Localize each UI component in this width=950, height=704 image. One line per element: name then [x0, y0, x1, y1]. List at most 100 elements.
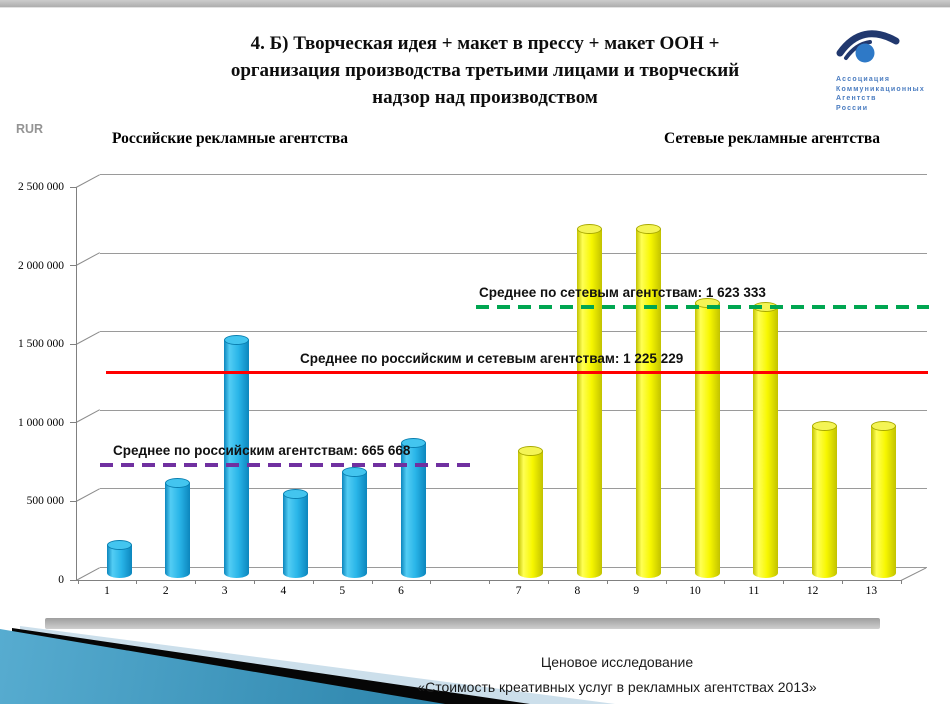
bar-cylinder-12	[812, 426, 838, 578]
bar-cylinder-13	[870, 426, 896, 578]
y-tick-diagonal	[75, 330, 101, 345]
x-tick-mark	[724, 579, 726, 584]
bar-cylinder-11	[753, 307, 779, 578]
acar-logo: Ассоциация Коммуникационных Агентств Рос…	[836, 20, 946, 113]
y-tick-mark	[70, 422, 76, 424]
acar-logo-line-4: России	[836, 104, 869, 112]
slide-title-line-3: надзор над производством	[372, 87, 598, 108]
y-tick-diagonal	[75, 487, 101, 502]
y-tick-mark	[70, 343, 76, 345]
avg-line-1	[106, 371, 928, 374]
x-axis-line	[76, 579, 901, 581]
y-tick-label: 2 500 000	[18, 181, 64, 193]
x-tick-mark	[77, 579, 79, 584]
x-tick-label-1: 1	[104, 585, 110, 597]
avg-line-label-1: Среднее по российским и сетевым агентств…	[300, 351, 684, 366]
bar-cylinder-top-8	[576, 223, 602, 234]
x-tick-label-5: 5	[339, 585, 346, 597]
bar-cylinder-top-13	[870, 421, 896, 432]
gridline-2500000	[100, 174, 927, 175]
slide-title-line-2: организация производства третьими лицами…	[230, 60, 740, 81]
slide-title: 4. Б) Творческая идея + макет в прессу +…	[115, 30, 855, 111]
bar-cylinder-2	[165, 483, 191, 578]
bar-cylinder-top-2	[165, 478, 191, 489]
footer: Ценовое исследование «Стоимость креативн…	[267, 650, 950, 700]
bar-cylinder-3	[224, 340, 250, 578]
bar-cylinder-8	[576, 228, 602, 578]
y-tick-diagonal	[75, 173, 101, 188]
y-tick-mark	[70, 265, 76, 267]
acar-logo-text: Ассоциация Коммуникационных Агентств Рос…	[836, 75, 946, 113]
top-divider-bar	[0, 0, 950, 8]
x-tick-mark	[430, 579, 432, 584]
x-tick-label-11: 11	[748, 585, 760, 597]
x-tick-mark	[254, 579, 255, 584]
bar-cylinder-top-7	[518, 446, 544, 457]
y-tick-label: 0	[58, 574, 64, 586]
y-tick-label: 500 000	[26, 495, 64, 508]
group-title-network: Сетевые рекламные агентства	[663, 130, 881, 147]
x-tick-mark	[195, 579, 197, 584]
avg-line-label-0: Среднее по российским агентствам: 665 66…	[113, 443, 411, 458]
floor-right-diagonal	[900, 567, 927, 581]
bar-cylinder-1	[106, 544, 132, 578]
x-tick-mark	[371, 579, 373, 584]
x-tick-mark	[312, 579, 314, 584]
avg-line-2	[476, 305, 929, 309]
x-tick-label-6: 6	[398, 585, 404, 597]
bar-cylinder-top-9	[635, 223, 661, 234]
decorative-corner	[0, 620, 950, 704]
x-tick-mark	[842, 579, 843, 584]
x-tick-label-7: 7	[515, 585, 522, 597]
x-tick-mark	[489, 579, 491, 584]
x-tick-mark	[548, 579, 549, 584]
x-tick-label-2: 2	[162, 585, 169, 597]
chart-shadow	[45, 618, 880, 629]
y-axis-unit-label: RUR	[16, 122, 44, 136]
slide-title-line-1: 4. Б) Творческая идея + макет в прессу +…	[250, 33, 720, 54]
bar-cylinder-7	[518, 451, 544, 578]
y-tick-label: 2 000 000	[18, 259, 64, 272]
bar-cylinder-top-12	[812, 421, 838, 432]
bar-cylinder-top-1	[106, 539, 132, 550]
footer-line-2: «Стоимость креативных услуг в рекламных …	[417, 679, 817, 695]
acar-logo-line-2: Коммуникационных	[836, 85, 925, 93]
x-tick-label-12: 12	[806, 585, 819, 597]
gridline-500000	[100, 488, 927, 490]
y-tick-diagonal	[75, 409, 101, 424]
bar-cylinder-5	[341, 471, 367, 578]
bar-cylinder-top-4	[282, 488, 308, 499]
x-tick-label-3: 3	[221, 585, 228, 597]
y-tick-diagonal	[75, 566, 101, 581]
eye-logo-icon	[836, 30, 900, 63]
bar-cylinder-top-6	[400, 438, 426, 449]
x-tick-label-10: 10	[689, 585, 701, 597]
x-tick-mark	[783, 579, 785, 584]
y-tick-label: 1 500 000	[18, 338, 64, 351]
y-tick-label: 1 000 000	[18, 416, 64, 429]
avg-line-label-2: Среднее по сетевым агентствам: 1 623 333	[479, 285, 766, 300]
avg-line-0	[100, 463, 477, 467]
x-tick-mark	[136, 579, 138, 584]
x-tick-mark	[900, 579, 902, 584]
x-tick-mark	[606, 579, 608, 584]
gridline-1000000	[100, 409, 927, 411]
bar-cylinder-top-3	[224, 335, 250, 346]
footer-line-1: Ценовое исследование	[540, 654, 694, 670]
bar-cylinder-top-5	[341, 466, 367, 477]
x-tick-label-8: 8	[574, 585, 581, 597]
gridline-1500000	[100, 331, 927, 333]
bar-cylinder-9	[635, 228, 661, 578]
gridline-0	[100, 567, 927, 568]
x-tick-mark	[665, 579, 667, 584]
bar-cylinder-10	[694, 302, 720, 578]
bar-cylinder-4	[282, 493, 308, 578]
y-tick-mark	[70, 579, 76, 581]
acar-logo-line-1: Ассоциация	[836, 76, 891, 83]
x-tick-label-9: 9	[633, 585, 640, 597]
y-axis-line	[76, 187, 77, 580]
y-tick-mark	[70, 500, 76, 502]
acar-logo-line-3: Агентств	[836, 95, 877, 102]
